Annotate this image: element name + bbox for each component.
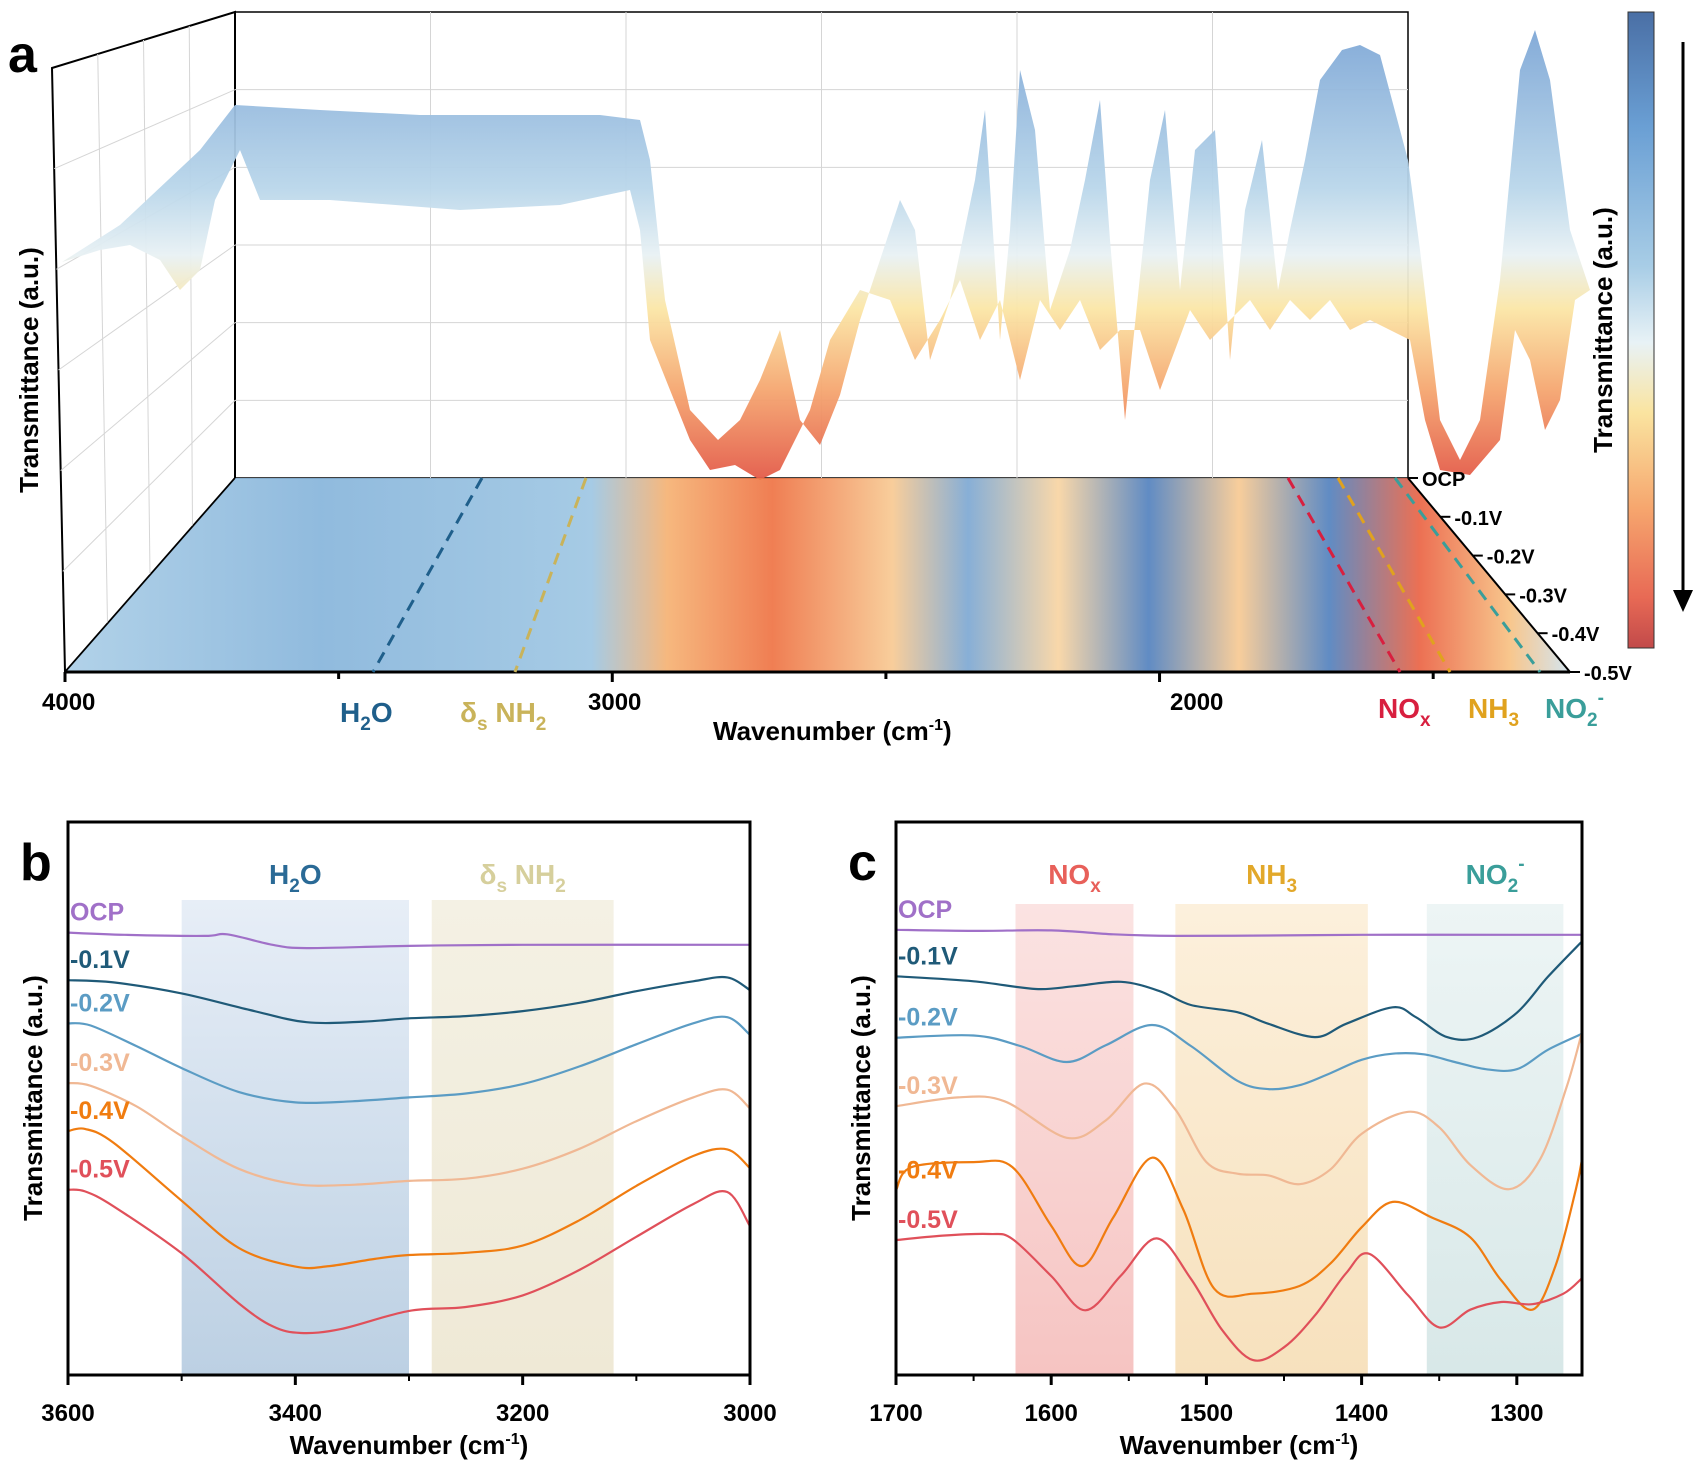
no2-dashed-line: [1393, 477, 1542, 673]
x-tick-label-3600: 3600: [41, 1400, 94, 1427]
x-tick-label-1500: 1500: [1180, 1400, 1233, 1427]
grid-line: [97, 53, 108, 624]
series-0-2v-line: [895, 1023, 1583, 1091]
b-x-axis-title: Wavenumber (cm-1): [290, 1430, 529, 1460]
x-tick-label-1400: 1400: [1335, 1400, 1388, 1427]
panel-c-line-chart: c NOx NH3 NO2- OCP -0.1V -0.2V -0.3V -0.4V -0.5…: [846, 820, 1584, 1460]
series-label-0-1v: -0.1V: [70, 946, 130, 974]
panel-label-c: c: [848, 834, 877, 892]
series-0-3v-line: [895, 1031, 1584, 1191]
nox-dashed-line: [1286, 477, 1402, 673]
series-label-0-3v: -0.3V: [898, 1072, 958, 1100]
panel-a-potential-axis: OCP -0.1V -0.2V -0.3V -0.4V -0.5V: [1408, 469, 1632, 685]
series-label-0-3v: -0.3V: [70, 1049, 130, 1077]
series-0-4v-line: [895, 1156, 1584, 1311]
series-label-0-2v: -0.2V: [70, 989, 130, 1017]
x-tick-label-1600: 1600: [1025, 1400, 1078, 1427]
panel-b-line-chart: b H2O δs NH2 OCP -0.1V -0.2V -0.3V -0.4V -0.5V…: [18, 820, 777, 1460]
series-label-0-1v: -0.1V: [898, 942, 958, 970]
a-x-axis-title: Wavenumber (cm-1): [713, 716, 952, 746]
nh2-dashed-line: [513, 477, 588, 673]
h2o-dashed-line: [371, 477, 484, 673]
colorbar-arrow-icon: [1673, 42, 1693, 612]
potential-label-0-2v: -0.2V: [1487, 547, 1535, 569]
panel-a-floor-edges: [64, 477, 1571, 674]
band-label-nh3: NH3: [1246, 859, 1297, 897]
series-label-ocp: OCP: [898, 896, 952, 924]
band-label-nox: NOx: [1048, 859, 1101, 897]
a-label-nh2: δs NH2: [460, 697, 546, 735]
a-tick-2000: 2000: [1170, 689, 1223, 716]
b-y-axis-title: Transmittance (a.u.): [18, 975, 48, 1221]
c-x-axis-title: Wavenumber (cm-1): [1120, 1430, 1359, 1460]
x-tick-label-1700: 1700: [869, 1400, 922, 1427]
band-label-no2: NO2-: [1466, 854, 1525, 897]
band-no2: [1426, 904, 1564, 1375]
panel-label-a: a: [8, 26, 38, 84]
series-0-1v-line: [67, 975, 751, 1025]
band-h2o: [181, 900, 409, 1375]
series-0-5v-line: [67, 1188, 751, 1335]
potential-label-0-4v: -0.4V: [1552, 624, 1600, 646]
band-label-s-nh2: δs NH2: [479, 859, 565, 897]
panel-a-contour-floor: [65, 478, 1570, 672]
a-tick-3000: 3000: [588, 689, 641, 716]
a-label-h2o: H2O: [340, 697, 393, 735]
x-tick-label-3400: 3400: [269, 1400, 322, 1427]
series-0-1v-line: [895, 940, 1583, 1041]
potential-label-0-5v: -0.5V: [1584, 663, 1632, 685]
series-label-0-4v: -0.4V: [70, 1097, 130, 1125]
series-label-0-5v: -0.5V: [70, 1156, 130, 1184]
a-y-axis-title: Transmittance (a.u.): [14, 247, 44, 493]
series-ocp-line: [67, 931, 751, 950]
band-nh3: [1175, 904, 1368, 1375]
series-ocp-line: [895, 928, 1582, 938]
series-label-0-4v: -0.4V: [898, 1156, 958, 1184]
series-0-2v-line: [67, 1015, 751, 1105]
series-label-0-2v: -0.2V: [898, 1004, 958, 1032]
potential-label-0-3v: -0.3V: [1519, 585, 1567, 607]
x-tick-label-1300: 1300: [1490, 1400, 1543, 1427]
series-label-0-5v: -0.5V: [898, 1206, 958, 1234]
a-label-nox: NOx: [1378, 693, 1431, 731]
nh3-dashed-line: [1336, 477, 1452, 673]
series-0-5v-line: [895, 1232, 1583, 1362]
x-tick-label-3200: 3200: [496, 1400, 549, 1427]
potential-label-ocp: OCP: [1422, 469, 1465, 491]
x-tick-label-3000: 3000: [723, 1400, 776, 1427]
potential-label-0-1v: -0.1V: [1454, 508, 1502, 530]
a-label-no2: NO2-: [1545, 688, 1604, 731]
panel-a-x-ticks: [63, 672, 1435, 682]
panel-a-surface: [62, 30, 1590, 480]
panel-c-frame: [894, 820, 1584, 1377]
panel-a-3d-surface: a 4000 3000 2000 H2O δs NH2 NOx NH: [8, 10, 1693, 746]
colorbar: [1627, 11, 1655, 649]
series-0-4v-line: [67, 1127, 751, 1270]
band-s-nh2: [431, 900, 614, 1375]
band-label-h2o: H2O: [269, 859, 322, 897]
a-label-nh3: NH3: [1468, 693, 1519, 731]
colorbar-label: Transmittance (a.u.): [1588, 207, 1618, 453]
c-y-axis-title: Transmittance (a.u.): [846, 975, 876, 1221]
grid-line: [143, 39, 151, 576]
a-tick-4000: 4000: [42, 689, 95, 716]
series-label-ocp: OCP: [70, 899, 124, 927]
panel-label-b: b: [20, 834, 52, 892]
series-0-3v-line: [67, 1081, 751, 1187]
